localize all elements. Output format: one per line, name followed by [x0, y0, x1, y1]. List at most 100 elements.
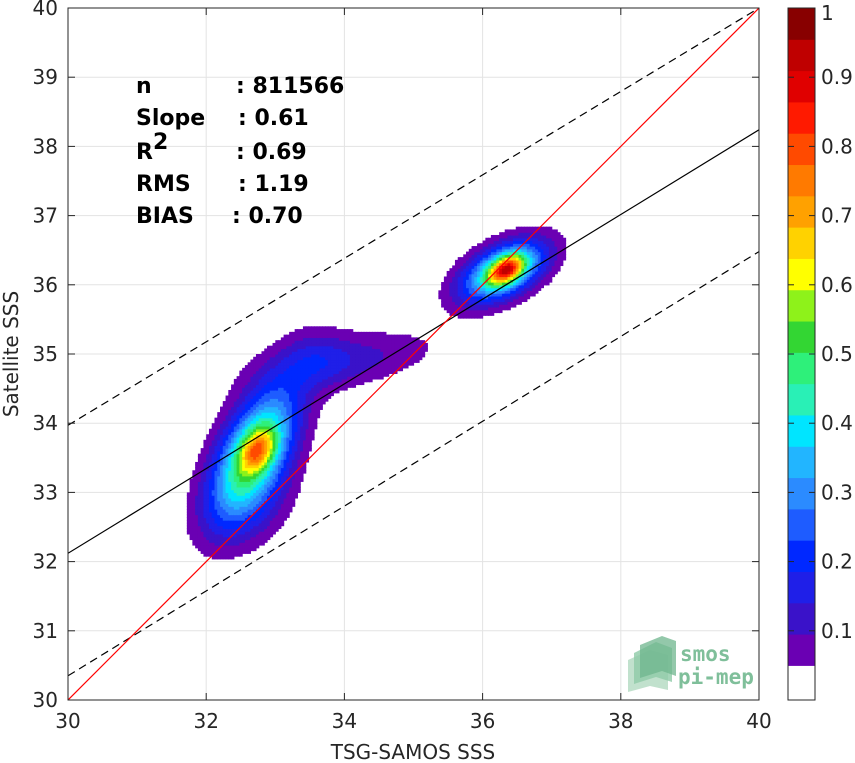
density-cell: [214, 531, 218, 535]
density-cell: [518, 301, 522, 305]
density-cell: [206, 522, 210, 527]
density-cell: [308, 417, 312, 422]
density-cell: [468, 301, 473, 305]
density-cell: [294, 401, 299, 405]
density-cell: [402, 348, 406, 352]
density-cell: [211, 431, 216, 435]
density-cell: [540, 237, 544, 242]
density-cell: [457, 265, 462, 269]
density-cell: [261, 362, 265, 366]
density-cell: [233, 378, 238, 383]
density-cell: [272, 423, 276, 427]
density-cell: [200, 525, 205, 529]
density-cell: [291, 348, 296, 352]
density-cell: [493, 265, 498, 269]
density-cell: [488, 240, 492, 244]
density-cell: [336, 342, 340, 347]
density-cell: [355, 331, 359, 336]
colorbar-segment: [788, 508, 815, 541]
density-cell: [507, 254, 511, 258]
density-cell: [499, 240, 503, 244]
density-cell: [396, 362, 401, 366]
density-cell: [242, 481, 246, 485]
density-cell: [513, 295, 517, 300]
density-cell: [247, 464, 252, 469]
density-cell: [314, 414, 318, 419]
density-cell: [297, 378, 301, 383]
density-cell: [515, 290, 520, 294]
density-cell: [247, 542, 252, 546]
density-cell: [349, 362, 354, 366]
density-cell: [217, 467, 221, 471]
density-cell: [294, 392, 299, 397]
density-cell: [283, 434, 287, 438]
density-cell: [402, 340, 406, 344]
density-cell: [228, 442, 232, 446]
density-cell: [391, 351, 395, 355]
stat-value: : 811566: [236, 74, 344, 99]
density-cell: [347, 356, 351, 361]
density-cell: [236, 414, 240, 419]
density-cell: [236, 533, 240, 538]
density-cell: [217, 531, 221, 535]
density-cell: [305, 453, 310, 458]
density-cell: [474, 284, 478, 289]
density-cell: [233, 389, 238, 394]
density-cell: [499, 262, 503, 267]
density-cell: [195, 531, 199, 535]
density-cell: [449, 270, 453, 275]
density-cell: [477, 293, 481, 297]
density-cell: [297, 478, 301, 482]
density-cell: [305, 401, 310, 405]
density-cell: [452, 295, 456, 300]
density-cell: [300, 439, 304, 444]
density-cell: [474, 262, 478, 267]
density-cell: [208, 511, 213, 516]
density-cell: [233, 503, 238, 507]
density-cell: [305, 387, 310, 391]
density-cell: [236, 478, 240, 482]
density-cell: [510, 270, 514, 275]
density-cell: [261, 514, 265, 518]
density-cell: [236, 464, 240, 469]
density-cell: [197, 492, 202, 496]
density-cell: [546, 240, 550, 244]
density-cell: [380, 370, 384, 374]
density-cell: [291, 331, 296, 336]
density-cell: [477, 268, 481, 272]
density-cell: [311, 378, 315, 383]
density-cell: [513, 240, 517, 244]
density-cell: [380, 334, 384, 338]
density-cell: [471, 298, 475, 303]
density-cell: [521, 248, 525, 253]
density-cell: [300, 470, 304, 474]
density-cell: [286, 464, 290, 469]
density-cell: [446, 306, 451, 311]
density-cell: [275, 409, 279, 413]
density-cell: [250, 437, 254, 441]
density-cell: [258, 381, 263, 386]
density-cell: [272, 459, 276, 463]
density-cell: [250, 373, 254, 377]
density-cell: [374, 342, 379, 347]
density-cell: [258, 467, 263, 471]
density-cell: [267, 381, 271, 386]
density-cell: [496, 309, 500, 314]
density-cell: [466, 287, 470, 291]
density-cell: [540, 226, 544, 231]
density-cell: [261, 495, 265, 499]
density-cell: [206, 536, 210, 541]
density-cell: [529, 262, 533, 267]
density-cell: [363, 340, 368, 344]
density-cell: [347, 351, 351, 355]
density-cell: [280, 500, 285, 505]
density-cell: [471, 273, 475, 278]
density-cell: [488, 265, 492, 269]
density-cell: [247, 544, 252, 549]
density-cell: [186, 514, 191, 518]
density-cell: [507, 301, 511, 305]
density-cell: [289, 459, 293, 463]
density-cell: [214, 461, 218, 466]
density-cell: [510, 276, 514, 280]
density-cell: [355, 359, 359, 363]
